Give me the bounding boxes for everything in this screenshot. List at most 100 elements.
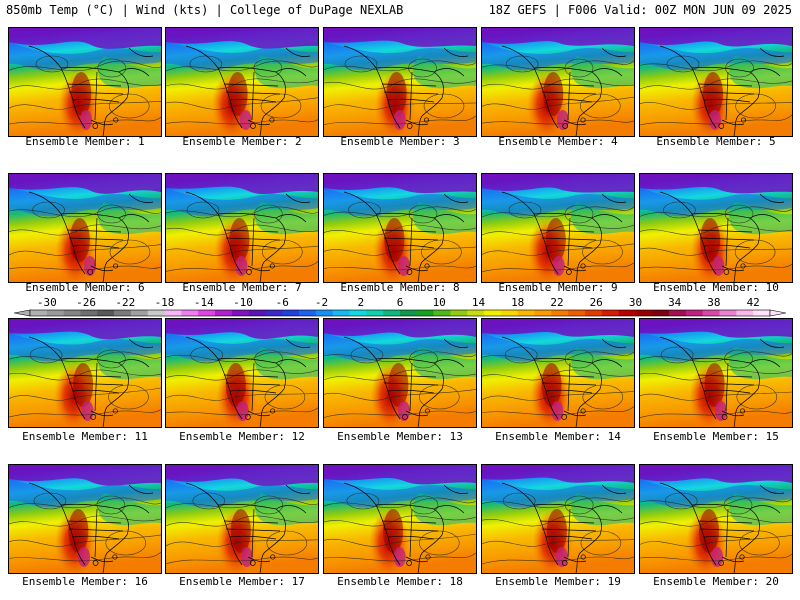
colorbar-swatch [416, 310, 434, 316]
ensemble-member-label: Ensemble Member: 2 [182, 135, 302, 148]
temperature-colorbar [14, 297, 786, 319]
colorbar-swatch [97, 310, 115, 316]
colorbar-tick-label: 22 [550, 296, 564, 309]
ensemble-map-20 [639, 464, 793, 574]
colorbar-tick-label: -22 [115, 296, 136, 309]
colorbar-swatch [130, 310, 149, 316]
colorbar-swatch [568, 310, 586, 316]
ensemble-map-6 [8, 173, 162, 283]
colorbar-swatch [551, 310, 569, 316]
colorbar-swatch [433, 310, 451, 316]
colorbar-swatch [517, 310, 535, 316]
ensemble-member-label: Ensemble Member: 20 [653, 575, 779, 588]
colorbar-swatch [164, 310, 182, 316]
colorbar-swatch [114, 310, 132, 316]
ensemble-member-label: Ensemble Member: 13 [337, 430, 463, 443]
colorbar-swatch [63, 310, 81, 316]
ensemble-map-18 [323, 464, 477, 574]
colorbar-swatch [80, 310, 98, 316]
colorbar-swatch [635, 310, 653, 316]
colorbar-tick-label: 30 [628, 296, 643, 309]
colorbar-swatch [315, 310, 334, 316]
ensemble-member-label: Ensemble Member: 12 [179, 430, 305, 443]
colorbar-tick-label: -10 [233, 296, 253, 309]
colorbar-tick-label: 6 [396, 296, 404, 309]
ensemble-map-13 [323, 318, 477, 428]
colorbar-swatch [719, 310, 737, 316]
ensemble-map-12 [165, 318, 319, 428]
colorbar-swatch [147, 310, 165, 316]
colorbar-tick-label: -6 [275, 296, 289, 309]
colorbar-tick-label: 10 [432, 296, 446, 309]
ensemble-member-label: Ensemble Member: 6 [25, 281, 145, 294]
ensemble-map-10 [639, 173, 793, 283]
ensemble-map-15 [639, 318, 793, 428]
colorbar-swatch [753, 310, 771, 316]
ensemble-map-8 [323, 173, 477, 283]
colorbar-swatch [30, 310, 48, 316]
colorbar-swatch [265, 310, 283, 316]
colorbar-tick-label: 18 [511, 296, 525, 309]
colorbar-tick-label: 42 [746, 296, 760, 309]
ensemble-map-7 [165, 173, 319, 283]
colorbar-swatch [349, 310, 367, 316]
colorbar-swatch [299, 310, 317, 316]
colorbar-swatch [652, 310, 670, 316]
colorbar-tick-label: -14 [193, 296, 214, 309]
ensemble-member-label: Ensemble Member: 17 [179, 575, 305, 588]
colorbar-arrow-right [769, 309, 786, 317]
ensemble-map-2 [165, 27, 319, 137]
ensemble-map-4 [481, 27, 635, 137]
ensemble-member-label: Ensemble Member: 8 [340, 281, 460, 294]
colorbar-swatch [215, 310, 233, 316]
ensemble-map-19 [481, 464, 635, 574]
map-title: 850mb Temp (°C) | Wind (kts) | College o… [6, 3, 404, 17]
colorbar-tick-label: -26 [76, 296, 97, 309]
ensemble-map-1 [8, 27, 162, 137]
colorbar-swatch [366, 310, 384, 316]
ensemble-member-label: Ensemble Member: 10 [653, 281, 779, 294]
ensemble-member-label: Ensemble Member: 9 [498, 281, 618, 294]
ensemble-member-label: Ensemble Member: 1 [25, 135, 145, 148]
colorbar-tick-label: 38 [707, 296, 721, 309]
colorbar-swatch [669, 310, 687, 316]
ensemble-member-label: Ensemble Member: 18 [337, 575, 463, 588]
colorbar-swatch [282, 310, 300, 316]
ensemble-member-label: Ensemble Member: 19 [495, 575, 621, 588]
colorbar-swatch [618, 310, 636, 316]
ensemble-member-label: Ensemble Member: 3 [340, 135, 460, 148]
ensemble-map-9 [481, 173, 635, 283]
colorbar-swatch [685, 310, 704, 316]
colorbar-swatch [736, 310, 754, 316]
ensemble-member-label: Ensemble Member: 7 [182, 281, 302, 294]
ensemble-member-label: Ensemble Member: 4 [498, 135, 618, 148]
colorbar-swatch [450, 310, 468, 316]
colorbar-arrow-left [14, 309, 31, 317]
ensemble-member-label: Ensemble Member: 14 [495, 430, 621, 443]
colorbar-swatch [500, 310, 519, 316]
run-valid-time: 18Z GEFS | F006 Valid: 00Z MON JUN 09 20… [488, 3, 792, 17]
colorbar-swatch [400, 310, 418, 316]
colorbar-tick-label: -2 [314, 296, 329, 309]
ensemble-map-5 [639, 27, 793, 137]
colorbar-swatch [248, 310, 266, 316]
colorbar-tick-label: 34 [668, 296, 682, 309]
colorbar-swatch [231, 310, 249, 316]
colorbar-swatch [198, 310, 216, 316]
ensemble-map-16 [8, 464, 162, 574]
ensemble-map-17 [165, 464, 319, 574]
colorbar-swatch [702, 310, 720, 316]
colorbar-swatch [332, 310, 350, 316]
ensemble-map-14 [481, 318, 635, 428]
colorbar-swatch [181, 310, 199, 316]
ensemble-member-label: Ensemble Member: 16 [22, 575, 148, 588]
ensemble-member-label: Ensemble Member: 11 [22, 430, 148, 443]
colorbar-tick-label: 2 [357, 296, 365, 309]
colorbar-swatch [484, 310, 502, 316]
ensemble-member-label: Ensemble Member: 15 [653, 430, 779, 443]
ensemble-map-3 [323, 27, 477, 137]
colorbar-tick-label: 14 [471, 296, 486, 309]
colorbar-swatch [534, 310, 552, 316]
ensemble-map-11 [8, 318, 162, 428]
colorbar-tick-label: 26 [589, 296, 603, 309]
